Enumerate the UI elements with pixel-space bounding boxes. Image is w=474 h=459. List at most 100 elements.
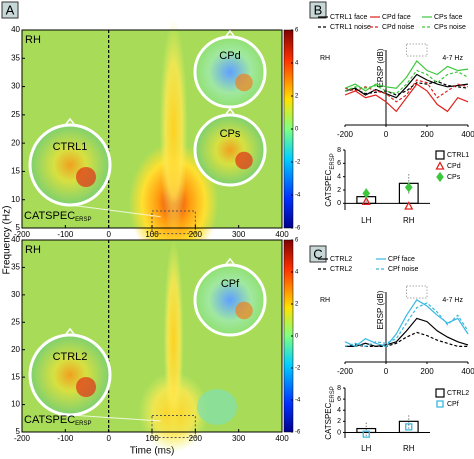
warm-area [163, 240, 184, 440]
x-tick-label: 400 [461, 130, 474, 139]
x-tick-label: -100 [57, 230, 74, 239]
y-tick-label: 35 [11, 263, 20, 272]
topo-nose [225, 107, 235, 115]
y-tick-label: 0 [337, 429, 341, 436]
legend-label: CTRL1 face [330, 14, 367, 21]
x-tick-label: 400 [275, 230, 289, 239]
x-axis-title: Time (ms) [130, 446, 175, 457]
x-tick-label: LH [361, 216, 371, 225]
topo-spot [76, 377, 96, 397]
chart-title: RH [320, 297, 330, 304]
topo-link [69, 414, 161, 422]
sub-label: CATSPECERSP [24, 210, 91, 223]
line-series [345, 317, 469, 348]
point [362, 430, 370, 438]
line-series [344, 298, 469, 348]
x-tick-label: 0 [106, 434, 111, 443]
window-box [151, 415, 196, 438]
legend-label: CPs noise [434, 24, 466, 31]
legend-label: CPf noise [388, 266, 418, 273]
colorbar-tick-label: 2 [295, 302, 299, 308]
x-tick-label: 0 [384, 130, 389, 139]
colorbar-tick-label: -6 [295, 430, 301, 436]
legend-label: CPf [447, 401, 459, 408]
legend-label: CPs [447, 174, 461, 181]
y-tick-label: 0 [337, 200, 341, 207]
topo-label: CPd [219, 50, 240, 62]
y-tick-label: 30 [11, 290, 20, 299]
label-sub: ERSP [75, 421, 91, 427]
x-tick-label: 200 [420, 130, 434, 139]
legend-label: CPd face [382, 14, 411, 21]
sub-label: CATSPECERSP [24, 414, 91, 427]
x-tick-label: 200 [189, 230, 203, 239]
y-tick-label: 35 [11, 53, 20, 62]
panel-label: B [314, 2, 323, 17]
legend-label: CPd noise [382, 24, 414, 31]
point [404, 201, 414, 210]
x-tick-label: 300 [232, 434, 246, 443]
y-tick-label: 15 [11, 167, 20, 176]
legend-marker [436, 400, 444, 408]
colorbar-tick-label: 6 [295, 28, 299, 34]
x-tick-label: 200 [420, 367, 434, 376]
legend-label: CTRL1 [447, 152, 469, 159]
colorbar-tick-label: 4 [295, 61, 299, 67]
y-tick-label: 10 [11, 400, 20, 409]
label-main: CATSPEC [24, 210, 75, 222]
y-tick-label: 10 [11, 195, 20, 204]
y-tick-label: 25 [11, 317, 20, 326]
legend-swatch [435, 150, 445, 160]
y-tick-label: 30 [11, 82, 20, 91]
chart-title: RH [320, 55, 330, 62]
legend-label: CPf face [388, 256, 415, 263]
x-tick-label: 100 [145, 434, 159, 443]
panel-label-box [1, 1, 19, 19]
y-tick-label: 8 [337, 147, 341, 154]
line-series [344, 73, 469, 99]
x-tick-label: RH [403, 444, 415, 453]
panel-label: C [313, 246, 322, 261]
label-sub: ERSP [330, 153, 336, 169]
chart-subtitle: 4-7 Hz [442, 297, 463, 304]
panel-label: A [6, 2, 15, 17]
x-tick-label: -200 [337, 130, 354, 139]
x-tick-label: 0 [384, 367, 389, 376]
x-tick-label: 400 [461, 367, 474, 376]
x-tick-label: 400 [275, 434, 289, 443]
point [362, 188, 371, 199]
legend-marker [436, 171, 444, 183]
point [404, 182, 413, 193]
y-tick-label: 4 [337, 407, 341, 414]
y-tick-label: 2 [337, 187, 341, 194]
legend-label: CTRL2 [330, 266, 352, 273]
topo-map [193, 35, 267, 109]
y-tick-label: 2 [337, 418, 341, 425]
heatmap-field [128, 20, 219, 263]
y-tick-label: 25 [11, 110, 20, 119]
legend-marker [435, 161, 445, 170]
y-tick-label: 8 [337, 385, 341, 392]
colorbar-tick-label: -4 [295, 193, 301, 199]
point [361, 196, 371, 205]
x-tick-label: -200 [337, 367, 354, 376]
legend-label: CTRL2 [447, 390, 469, 397]
bar [356, 427, 377, 434]
heatmap-title: RH [25, 244, 41, 256]
y-tick-label: 4 [337, 174, 341, 181]
line-series [344, 59, 469, 92]
y-axis-title: Frequency (Hz) [2, 206, 13, 275]
colorbar-tick-label: 2 [295, 94, 299, 100]
topo-nose [225, 29, 235, 37]
colorbar-tick-label: -4 [295, 398, 301, 404]
topo-spot [235, 301, 253, 320]
cool-area [197, 389, 237, 425]
y-axis-title: ERSP (dB) [376, 290, 385, 329]
colorbar-tick-label: 0 [295, 334, 299, 340]
window-box [151, 210, 196, 235]
y-tick-label: 5 [16, 427, 21, 436]
legend-label: CTRL1 noise [330, 24, 371, 31]
topo-spot [76, 167, 96, 187]
sub-label: CATSPECERSP [324, 386, 335, 440]
chart-subtitle: 4-7 Hz [442, 55, 463, 62]
